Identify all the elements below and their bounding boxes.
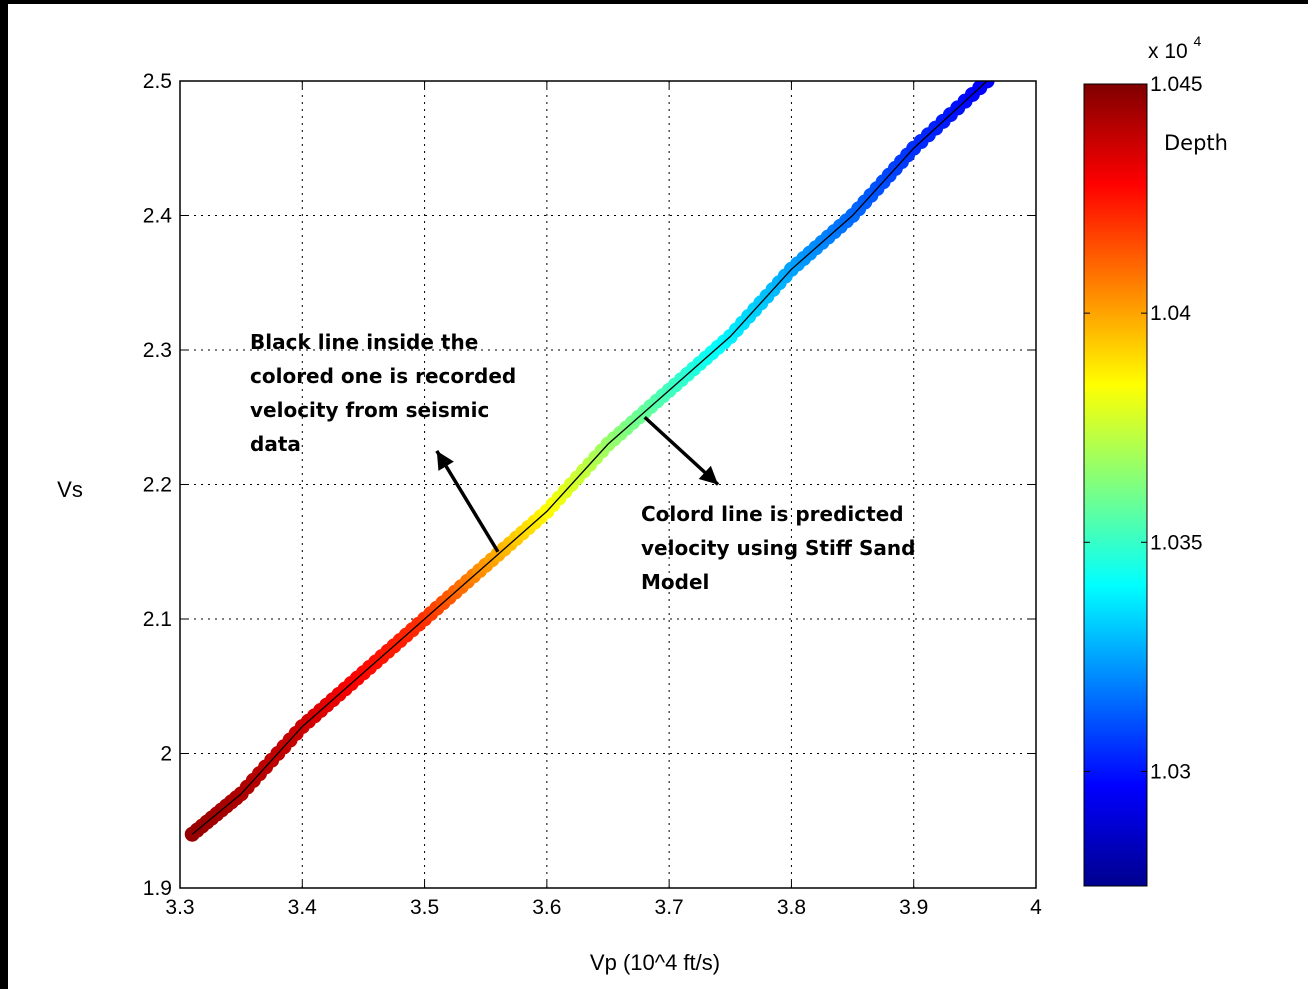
x-tick-label: 3.9 — [899, 896, 928, 919]
y-tick-label: 2.3 — [143, 339, 172, 362]
x-tick-label: 3.4 — [288, 896, 318, 919]
x-axis-label: Vp (10^4 ft/s) — [590, 950, 720, 975]
x-tick-label: 4 — [1030, 896, 1042, 919]
colorbar-label: Depth — [1164, 131, 1228, 155]
colorbar-exponent: x 10 4 — [1148, 33, 1202, 63]
y-tick-label: 2.4 — [143, 205, 173, 228]
x-tick-label: 3.8 — [777, 896, 806, 919]
y-axis-label: Vs — [57, 477, 83, 502]
colorbar-exponent-base: x 10 — [1148, 40, 1188, 63]
annotations: Black line inside the colored one is reco… — [250, 330, 915, 594]
annotation-text-line: Colord line is predicted — [641, 502, 904, 526]
y-tick-label: 2 — [160, 743, 172, 766]
annotation-arrow-head — [698, 465, 719, 485]
colorbar-tick-label: 1.03 — [1150, 760, 1191, 783]
x-tick-label: 3.3 — [165, 896, 194, 919]
colorbar — [1083, 83, 1148, 887]
colorbar-exponent-power: 4 — [1194, 33, 1202, 49]
ticks: 3.3 3.4 3.5 3.6 3.7 3.8 3.9 4 1.9 2 2.1 2.2 2.3 2.4 2.… — [143, 70, 1042, 919]
annotation-text-line: colored one is recorded — [250, 364, 516, 388]
x-tick-label: 3.6 — [532, 896, 561, 919]
annotation-arrow-shaft — [435, 449, 500, 553]
colorbar-tick-label: 1.045 — [1150, 73, 1203, 96]
recorded-velocity-line — [191, 81, 988, 835]
annotation-text-line: Black line inside the — [250, 330, 478, 354]
y-tick-label: 2.5 — [143, 70, 172, 93]
figure-canvas: 3.3 3.4 3.5 3.6 3.7 3.8 3.9 4 1.9 2 2.1 2.2 2.3 2.4 2.… — [8, 4, 1308, 989]
y-tick-label: 1.9 — [143, 877, 172, 900]
velocity-crossplot: 3.3 3.4 3.5 3.6 3.7 3.8 3.9 4 1.9 2 2.1 2.2 2.3 2.4 2.… — [57, 33, 1228, 975]
annotation: Colord line is predicted velocity using S… — [641, 415, 915, 594]
annotation-arrow-head — [436, 450, 454, 471]
colorbar-tick-label: 1.035 — [1150, 531, 1203, 554]
y-tick-label: 2.2 — [143, 474, 172, 497]
grid — [180, 81, 1036, 888]
x-tick-label: 3.5 — [410, 896, 439, 919]
colorbar-ticks: 1.045 1.04 1.035 1.03 — [1084, 73, 1203, 783]
x-tick-label: 3.7 — [655, 896, 684, 919]
annotation-text-line: velocity from seismic — [250, 398, 489, 422]
y-tick-label: 2.1 — [143, 608, 172, 631]
annotation-text-line: Model — [641, 570, 709, 594]
data-series — [184, 81, 995, 842]
annotation-text-line: velocity using Stiff Sand — [641, 536, 915, 560]
colorbar-tick-label: 1.04 — [1150, 302, 1191, 325]
predicted-velocity-point — [979, 81, 995, 89]
annotation: Black line inside the colored one is reco… — [250, 330, 516, 553]
annotation-text-line: data — [250, 432, 301, 456]
